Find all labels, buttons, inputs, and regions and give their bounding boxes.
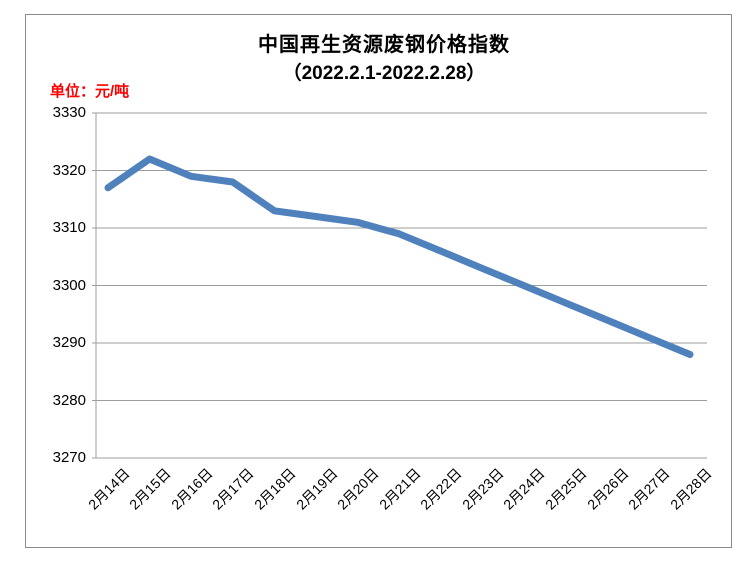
y-tick-label: 3280 [52,391,86,409]
chart-title: 中国再生资源废钢价格指数 [258,34,510,56]
y-tick-label: 3270 [52,449,86,466]
unit-label: 单位：元/吨 [50,83,130,100]
y-tick-label: 3290 [52,334,86,351]
chart-subtitle: （2022.2.1-2022.2.28） [282,63,486,84]
price-index-line [104,155,694,358]
y-tick-label: 3310 [52,219,86,236]
chart-frame [25,14,732,548]
y-tick-label: 3320 [52,161,86,179]
y-tick-label: 3330 [52,104,86,121]
y-tick-label: 3300 [52,276,86,294]
